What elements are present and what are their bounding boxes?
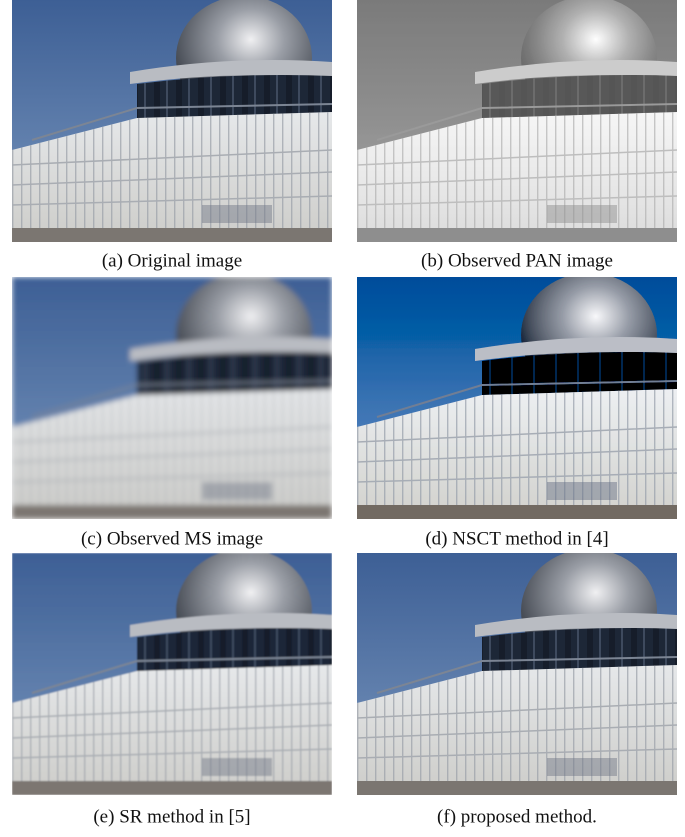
panel-image	[357, 273, 677, 519]
image-panel	[12, 273, 332, 519]
panel-caption: (c) Observed MS image	[81, 528, 263, 549]
image-panel	[357, 273, 677, 519]
image-panel	[12, 549, 332, 795]
image-panel	[357, 549, 677, 795]
panel-image	[12, 273, 332, 519]
panel-caption: (b) Observed PAN image	[421, 250, 613, 271]
panel-image	[12, 0, 332, 242]
image-panel	[12, 0, 332, 242]
panel-image	[357, 0, 677, 242]
panel-caption: (a) Original image	[102, 250, 242, 271]
figure: (a) Original image (b) Observed PAN image…	[0, 0, 685, 832]
image-panel	[357, 0, 677, 242]
panel-caption: (f) proposed method.	[437, 806, 597, 827]
panel-image	[357, 549, 677, 795]
panel-image	[12, 549, 332, 795]
panel-caption: (d) NSCT method in [4]	[425, 528, 608, 549]
panel-caption: (e) SR method in [5]	[93, 806, 250, 827]
